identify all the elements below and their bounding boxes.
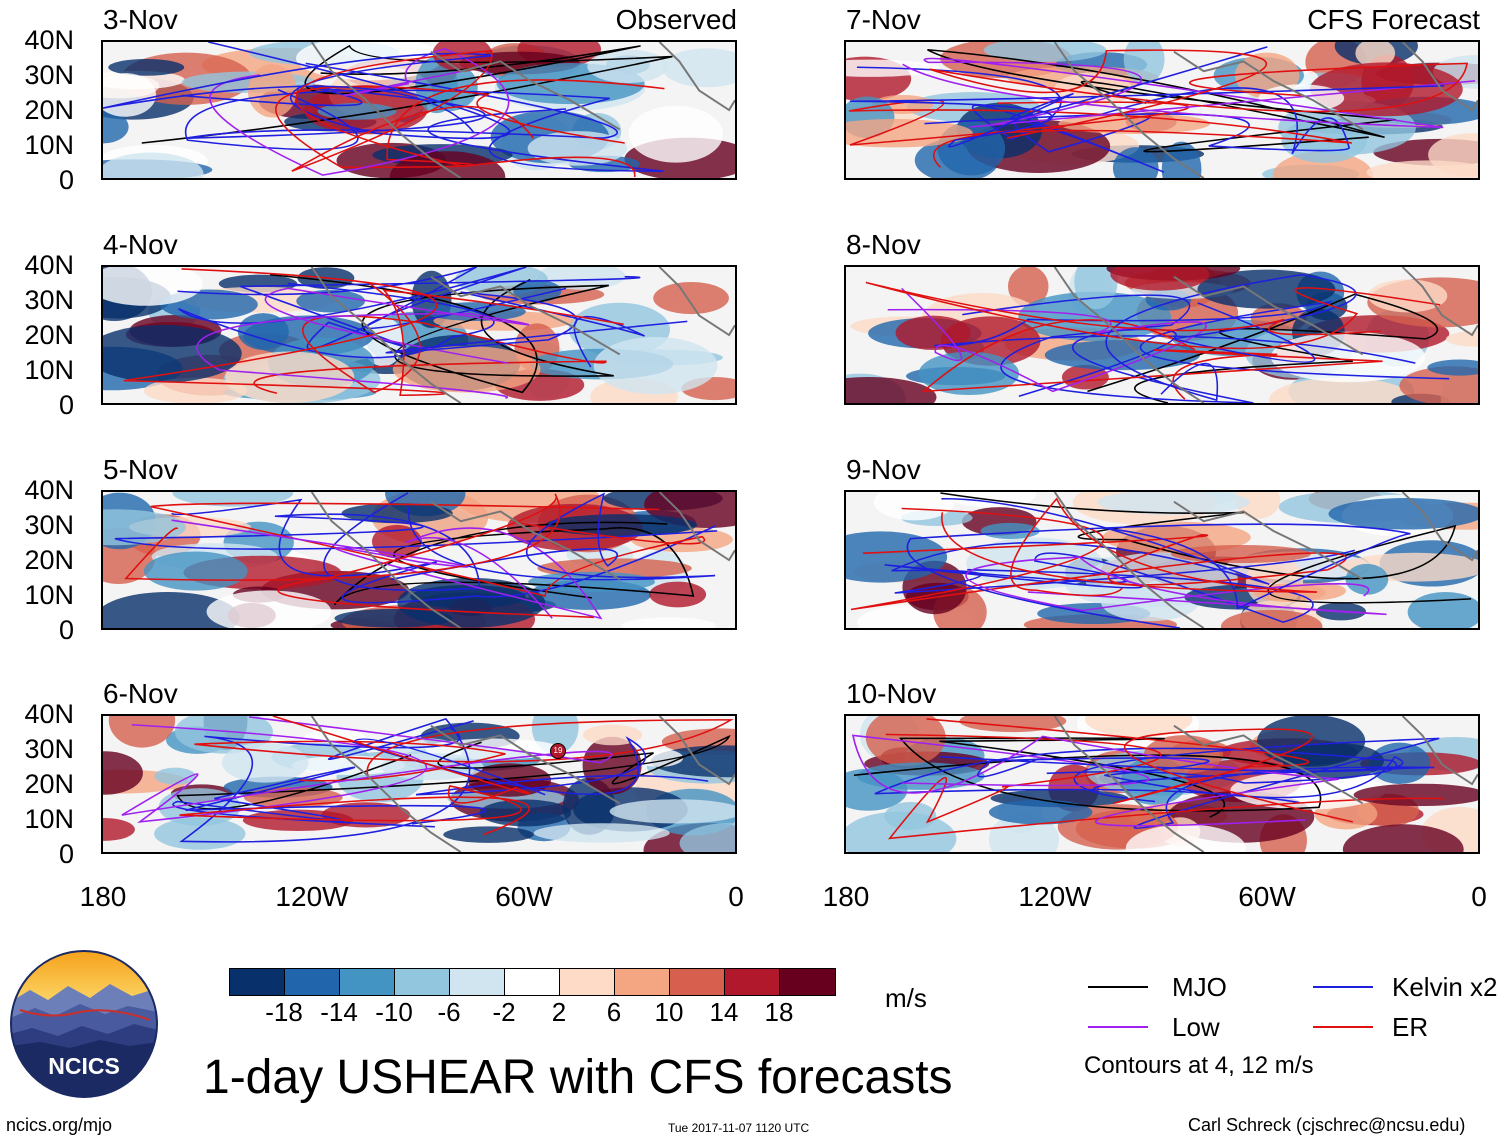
y-tick-label: 30N <box>24 285 74 315</box>
colorbar-label: 14 <box>709 997 739 1027</box>
svg-text:NCICS: NCICS <box>48 1053 120 1079</box>
colorbar-swatch <box>725 969 780 995</box>
y-tick-label: 0 <box>58 165 74 195</box>
colorbar-swatch <box>670 969 725 995</box>
panel-date-label: 3-Nov <box>103 4 178 35</box>
panel-date-label: 6-Nov <box>103 678 178 709</box>
panel-forecast-1 <box>844 40 1480 180</box>
x-tick-label: 120W <box>275 881 349 912</box>
y-tick-label: 10N <box>24 804 74 834</box>
y-tick-label: 0 <box>58 615 74 645</box>
colorbar-label: 18 <box>764 997 794 1027</box>
panel-forecast-3 <box>844 490 1480 630</box>
storm-marker: 19 <box>550 743 566 759</box>
observed-header: Observed <box>615 4 737 35</box>
y-tick-label: 10N <box>24 130 74 160</box>
kelvin-legend-label: Kelvin x2 <box>1392 972 1498 1002</box>
y-tick-label: 0 <box>58 839 74 869</box>
panel-date-label: 10-Nov <box>846 678 937 709</box>
panel-date-label: 9-Nov <box>846 454 921 485</box>
y-tick-label: 40N <box>24 475 74 505</box>
colorbar-swatch <box>230 969 285 995</box>
mjo-legend-label: MJO <box>1172 972 1227 1002</box>
colorbar-label: 6 <box>606 997 622 1027</box>
x-tick-label: 60W <box>495 881 553 912</box>
panel-observed-2 <box>101 265 737 405</box>
y-tick-label: 20N <box>24 769 74 799</box>
colorbar <box>229 968 836 996</box>
y-tick-label: 40N <box>24 250 74 280</box>
mjo-legend-line <box>1088 986 1148 988</box>
footer-url[interactable]: ncics.org/mjo <box>6 1115 113 1135</box>
er-legend-label: ER <box>1392 1012 1429 1042</box>
low-legend-line <box>1088 1026 1148 1028</box>
y-tick-label: 20N <box>24 545 74 575</box>
y-tick-label: 30N <box>24 510 74 540</box>
y-tick-label: 20N <box>24 95 74 125</box>
colorbar-swatch <box>780 969 835 995</box>
panel-observed-1 <box>101 40 737 180</box>
colorbar-swatch <box>395 969 450 995</box>
x-tick-label: 180 <box>79 881 127 912</box>
er-legend-line <box>1313 1026 1373 1028</box>
footer-timestamp: Tue 2017-11-07 1120 UTC <box>668 1121 810 1135</box>
x-tick-label: 60W <box>1238 881 1296 912</box>
x-tick-label: 0 <box>728 881 744 912</box>
x-tick-label: 120W <box>1018 881 1092 912</box>
colorbar-label: -6 <box>437 997 461 1027</box>
y-tick-label: 30N <box>24 734 74 764</box>
y-tick-label: 30N <box>24 60 74 90</box>
panel-date-label: 8-Nov <box>846 229 921 260</box>
low-legend-label: Low <box>1172 1012 1220 1042</box>
colorbar-swatch <box>560 969 615 995</box>
footer-author: Carl Schreck (cjschrec@ncsu.edu) <box>1188 1115 1466 1135</box>
colorbar-swatch <box>450 969 505 995</box>
colorbar-label: -10 <box>375 997 413 1027</box>
colorbar-label: -14 <box>320 997 358 1027</box>
x-tick-label: 180 <box>822 881 870 912</box>
panel-date-label: 4-Nov <box>103 229 178 260</box>
y-tick-label: 10N <box>24 355 74 385</box>
x-tick-label: 0 <box>1471 881 1487 912</box>
panel-forecast-4 <box>844 714 1480 854</box>
colorbar-swatch <box>285 969 340 995</box>
ncics-logo: NCICS <box>10 950 158 1098</box>
colorbar-label: -2 <box>492 997 516 1027</box>
colorbar-swatch <box>505 969 560 995</box>
y-tick-label: 20N <box>24 320 74 350</box>
contour-note: Contours at 4, 12 m/s <box>1084 1052 1314 1079</box>
figure-title: 1-day USHEAR with CFS forecasts <box>203 1051 953 1104</box>
panel-observed-4 <box>101 714 737 854</box>
forecast-header: CFS Forecast <box>1307 4 1480 35</box>
panel-forecast-2 <box>844 265 1480 405</box>
colorbar-label: -18 <box>265 997 303 1027</box>
colorbar-swatch <box>615 969 670 995</box>
colorbar-units: m/s <box>885 983 927 1013</box>
kelvin-legend-line <box>1313 986 1373 988</box>
y-tick-label: 10N <box>24 580 74 610</box>
panel-observed-3 <box>101 490 737 630</box>
panel-date-label: 5-Nov <box>103 454 178 485</box>
colorbar-label: 10 <box>654 997 684 1027</box>
colorbar-swatch <box>340 969 395 995</box>
panel-date-label: 7-Nov <box>846 4 921 35</box>
y-tick-label: 40N <box>24 699 74 729</box>
colorbar-label: 2 <box>551 997 567 1027</box>
y-tick-label: 40N <box>24 25 74 55</box>
y-tick-label: 0 <box>58 390 74 420</box>
